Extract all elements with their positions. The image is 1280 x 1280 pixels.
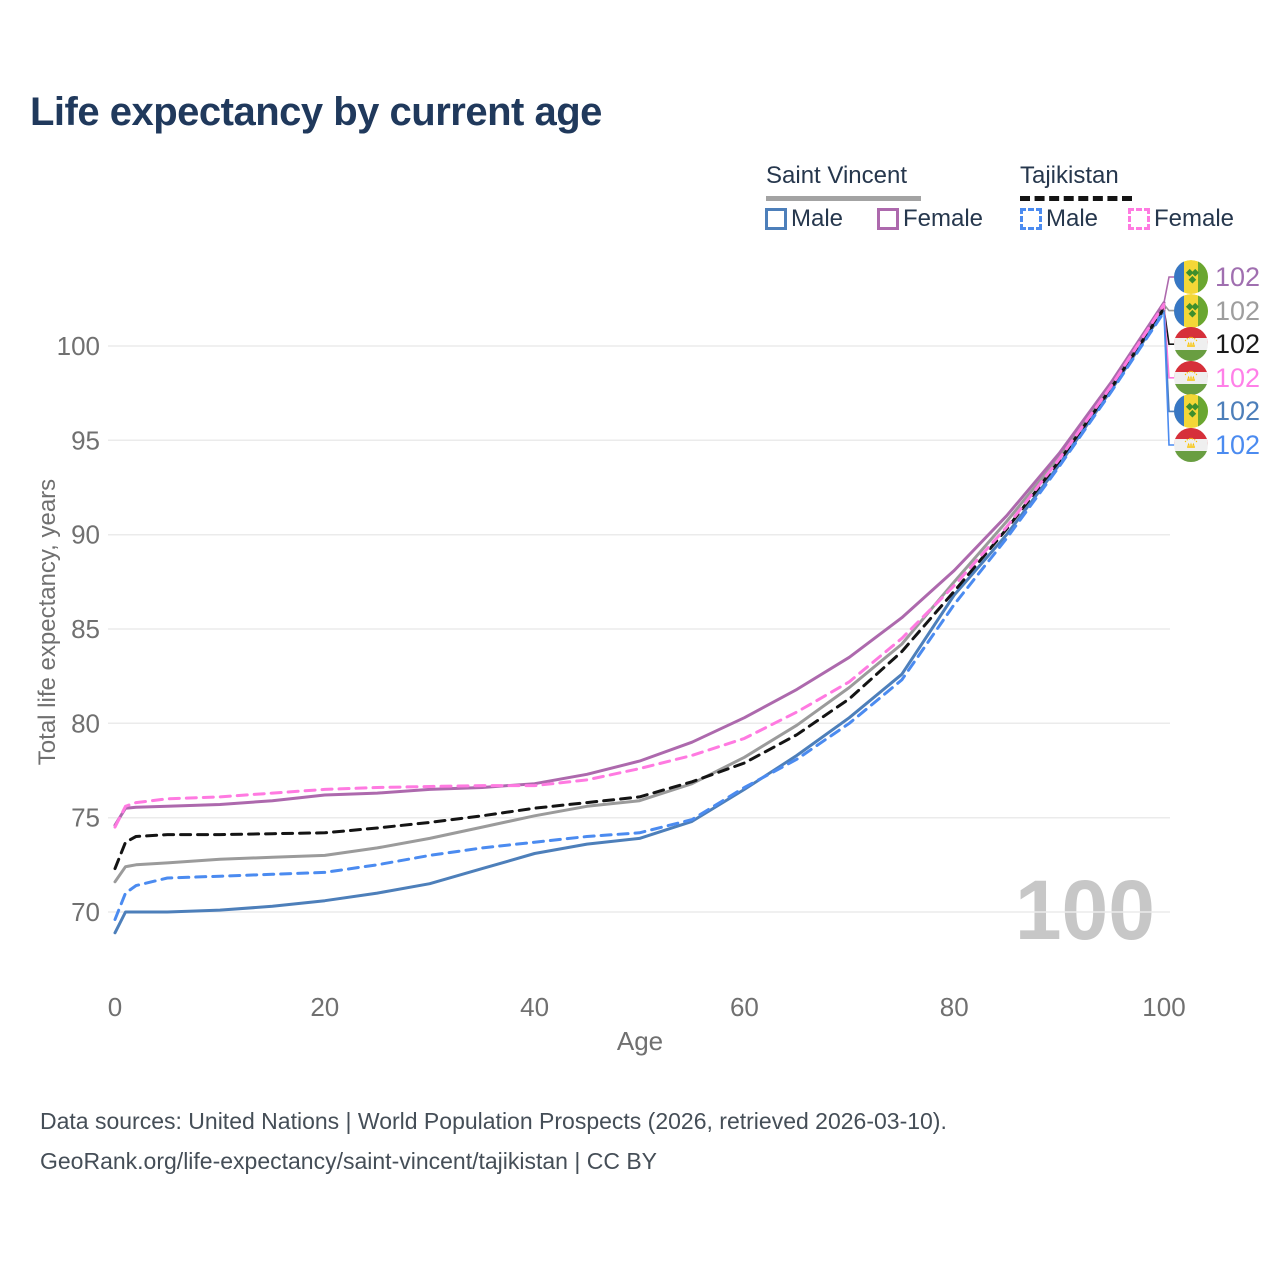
x-tick-100: 100: [1142, 992, 1185, 1022]
legend-item-tajikistan-male[interactable]: Male: [1020, 205, 1099, 232]
x-tick-0: 0: [108, 992, 122, 1022]
legend-label: Female: [1154, 205, 1235, 232]
x-tick-60: 60: [730, 992, 759, 1022]
saint-vincent-flag-icon: [1174, 260, 1208, 294]
y-tick-85: 85: [71, 614, 100, 644]
legend-swatch-saint-vincent-female: [877, 208, 899, 230]
endpoint-value: 102: [1215, 363, 1261, 393]
legend-saint-vincent-solid-line-sample: [766, 196, 921, 201]
y-tick-100: 100: [57, 331, 100, 361]
y-tick-95: 95: [71, 425, 100, 455]
x-tick-40: 40: [520, 992, 549, 1022]
endpoint-value: 102: [1215, 430, 1261, 460]
endpoint-value: 102: [1215, 329, 1261, 359]
y-tick-80: 80: [71, 708, 100, 738]
legend-tajikistan-dashed-line-sample: [1020, 196, 1132, 201]
watermark-age-value: 100: [1014, 863, 1155, 957]
endpoint-label-tajikistan-male: 102: [1174, 428, 1260, 462]
legend-label: Male: [1046, 205, 1099, 232]
legend-item-tajikistan-female[interactable]: Female: [1128, 205, 1235, 232]
tajikistan-flag-icon: [1174, 361, 1208, 395]
x-tick-80: 80: [940, 992, 969, 1022]
x-tick-20: 20: [310, 992, 339, 1022]
series-line-saint-vincent-total[interactable]: [113, 303, 1166, 884]
endpoint-label-saint-vincent-total: 102: [1174, 294, 1260, 328]
series-line-saint-vincent-female[interactable]: [113, 301, 1166, 827]
legend-swatch-tajikistan-female: [1128, 208, 1150, 230]
legend-item-saint-vincent-male[interactable]: Male: [765, 205, 844, 232]
tajikistan-flag-icon: [1174, 428, 1208, 462]
y-tick-70: 70: [71, 897, 100, 927]
legend-group-tajikistan-title: Tajikistan: [1020, 162, 1119, 189]
endpoint-label-saint-vincent-female: 102: [1174, 260, 1260, 294]
page-title: Life expectancy by current age: [30, 90, 602, 134]
series-line-tajikistan-male[interactable]: [113, 310, 1166, 921]
endpoint-label-saint-vincent-male: 102: [1174, 394, 1260, 428]
x-axis-title: Age: [616, 1026, 664, 1056]
y-tick-90: 90: [71, 520, 100, 550]
legend-group-saint-vincent-title: Saint Vincent: [766, 162, 907, 189]
saint-vincent-flag-icon: [1174, 394, 1208, 428]
endpoint-label-tajikistan-total: 102: [1174, 327, 1260, 361]
series-line-tajikistan-total[interactable]: [113, 306, 1166, 871]
legend-item-saint-vincent-female[interactable]: Female: [877, 205, 984, 232]
endpoint-value: 102: [1215, 262, 1261, 292]
endpoint-value: 102: [1215, 396, 1261, 426]
attribution-link-text[interactable]: GeoRank.org/life-expectancy/saint-vincen…: [40, 1148, 658, 1174]
legend-swatch-saint-vincent-male: [765, 208, 787, 230]
series-line-saint-vincent-male[interactable]: [113, 308, 1166, 935]
saint-vincent-flag-icon: [1174, 294, 1208, 328]
legend-swatch-tajikistan-male: [1020, 208, 1042, 230]
endpoint-label-tajikistan-female: 102: [1174, 361, 1260, 395]
series-line-tajikistan-female[interactable]: [113, 303, 1166, 829]
legend-label: Female: [903, 205, 984, 232]
endpoint-value: 102: [1215, 296, 1261, 326]
tajikistan-flag-icon: [1174, 327, 1208, 361]
legend-label: Male: [791, 205, 844, 232]
data-sources-text: Data sources: United Nations | World Pop…: [40, 1108, 947, 1134]
y-tick-75: 75: [71, 803, 100, 833]
